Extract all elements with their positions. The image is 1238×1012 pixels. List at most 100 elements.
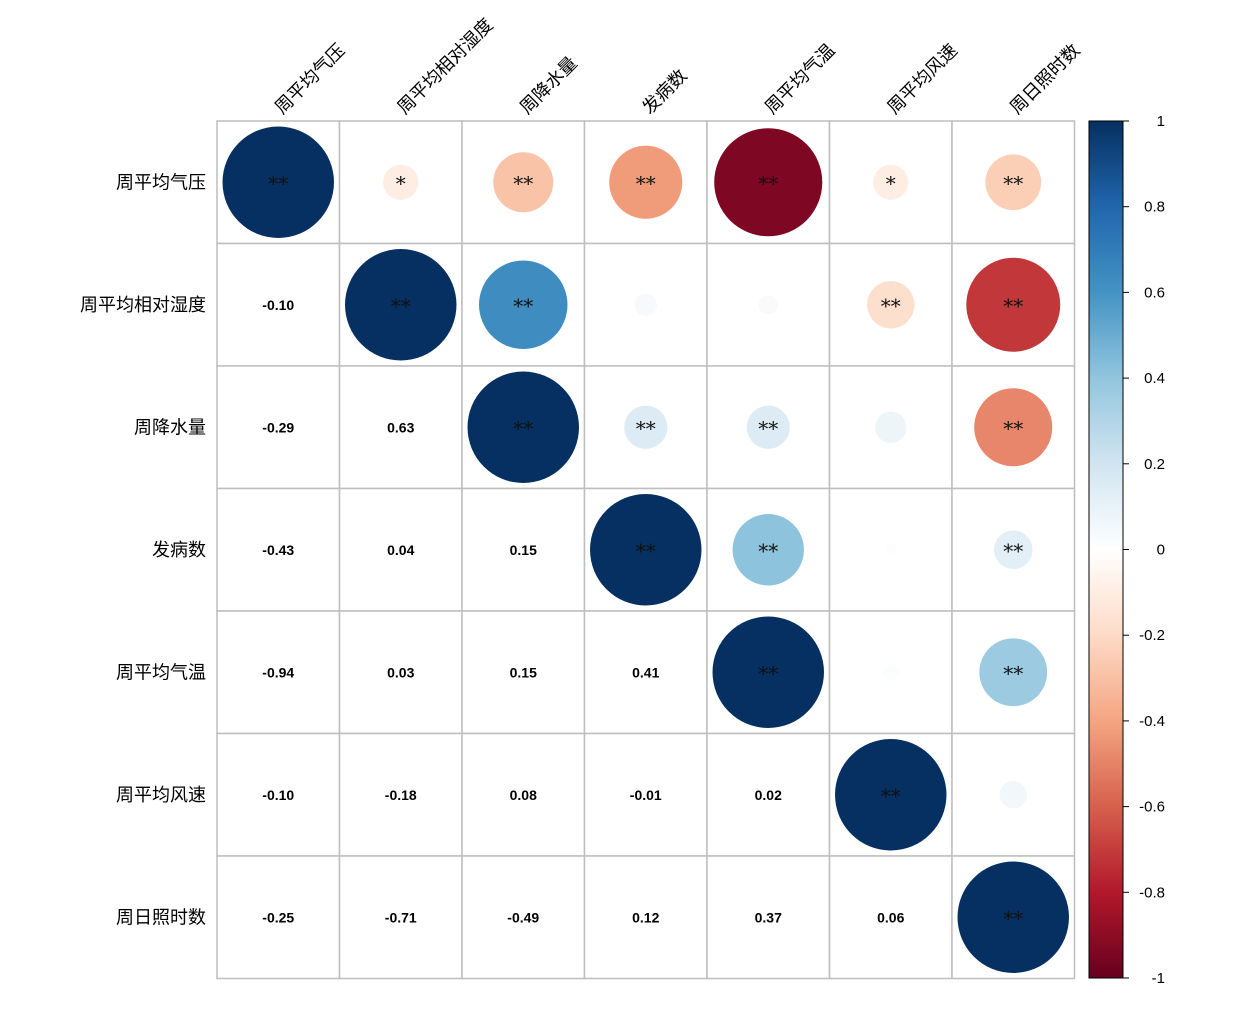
correlation-circle [758,295,778,315]
row-label: 周日照时数 [116,907,206,928]
significance-mark: * [886,171,896,195]
correlation-circle [493,152,554,213]
row-label: 周平均气压 [116,172,206,193]
coefficient-label: -0.29 [262,419,294,435]
matrix-cell [216,855,341,980]
significance-mark: ** [1003,416,1023,440]
coefficient-label: 0.37 [755,909,782,925]
coefficient-label: -0.18 [385,787,417,803]
matrix-cell [461,855,586,980]
matrix-cell [338,732,463,857]
correlation-circle [732,514,804,586]
coefficient-label: 0.03 [387,664,414,680]
coefficient-label: -0.43 [262,542,294,558]
correlation-circle [993,530,1033,570]
significance-mark: ** [881,294,901,318]
correlation-circle [222,126,334,238]
coefficient-label: 0.12 [632,909,659,925]
row-label: 周平均风速 [116,785,206,806]
correlation-circle [835,739,947,851]
correlation-circle [999,781,1027,809]
column-label: 发病数 [638,66,691,119]
column-label: 周降水量 [516,53,582,119]
coefficient-label: 0.06 [877,909,904,925]
coefficient-labels: -0.10 -0.29 0.63 -0.43 0.04 0.15 -0.94 0.03 0.15… [262,297,904,926]
correlation-circle [714,128,823,237]
matrix-cell [216,610,341,735]
significance-mark: ** [268,171,288,195]
correlation-circle [467,371,579,483]
significance-mark: ** [758,661,778,685]
colorbar-tick-label: -1 [1152,970,1165,987]
correlation-circle [590,494,702,606]
significance-mark: ** [758,416,778,440]
matrix-cell [216,242,341,367]
correlation-circle [345,249,457,361]
row-label: 周降水量 [134,417,206,438]
column-label: 周平均相对湿度 [393,15,497,119]
colorbar: 1 0.8 0.6 0.4 0.2 0 -0.2 -0.4 -0.6 -0.8 -1 [1088,113,1165,987]
row-label: 周平均相对湿度 [80,295,206,316]
correlation-circle [609,145,683,219]
matrix-cell [706,855,831,980]
significance-mark: ** [513,416,533,440]
significance-mark: ** [1003,171,1023,195]
column-label: 周平均气压 [271,40,349,118]
colorbar-tick-label: -0.8 [1139,884,1165,901]
colorbar-tick-label: 1 [1157,113,1165,130]
significance-mark: ** [1003,661,1023,685]
coefficient-label: -0.25 [262,909,294,925]
correlation-circle [383,164,419,200]
matrix-cell [461,610,586,735]
correlation-circle [746,405,790,449]
coefficient-label: -0.01 [630,787,662,803]
correlation-circle [874,411,907,444]
coefficient-label: -0.94 [262,664,294,680]
significance-mark: ** [513,171,533,195]
significance-mark: * [396,171,406,195]
matrix-cell [583,732,708,857]
coefficient-label: 0.04 [387,542,414,558]
significance-mark: ** [758,539,778,563]
correlation-circle [979,638,1048,707]
matrix-cell [461,732,586,857]
colorbar-tick-label: 0.6 [1144,284,1165,301]
correlation-circle [957,861,1069,973]
correlation-circle [974,388,1053,467]
significance-mark: ** [636,171,656,195]
correlation-circle [885,544,897,556]
significance-mark: ** [1003,294,1023,318]
significance-mark: ** [513,294,533,318]
significance-mark: ** [636,416,656,440]
matrix-cell [583,855,708,980]
colorbar-tick-label: 0.2 [1144,456,1165,473]
coefficient-label: -0.10 [262,297,294,313]
colorbar-tick-label: -0.2 [1139,627,1165,644]
correlation-circle [966,257,1061,352]
column-label: 周平均气温 [761,40,839,118]
significance-mark: ** [758,171,778,195]
coefficient-label: -0.49 [507,909,539,925]
coefficient-label: -0.10 [262,787,294,803]
coefficient-label: 0.41 [632,664,659,680]
matrix-cell [338,365,463,490]
matrix-cell [828,855,953,980]
row-label: 发病数 [152,540,206,561]
correlation-circle [479,260,568,349]
colorbar-tick-label: 0.4 [1144,370,1165,387]
coefficient-label: 0.15 [510,542,537,558]
column-labels: 周平均气压 周平均相对湿度 周降水量 发病数 周平均气温 周平均风速 周日照时数 [271,15,1084,119]
coefficient-label: -0.71 [385,909,417,925]
correlation-circle [882,664,899,681]
significance-mark: ** [391,294,411,318]
coefficient-label: 0.15 [510,664,537,680]
colorbar-tick-label: -0.4 [1139,713,1165,730]
grid [216,120,1076,980]
significance-mark: ** [1003,539,1023,563]
matrix-cell [338,487,463,612]
correlation-circle [712,616,824,728]
colorbar-tick-label: 0.8 [1144,199,1165,216]
column-label: 周平均风速 [883,40,961,118]
colorbar-tick-label: -0.6 [1139,799,1165,816]
